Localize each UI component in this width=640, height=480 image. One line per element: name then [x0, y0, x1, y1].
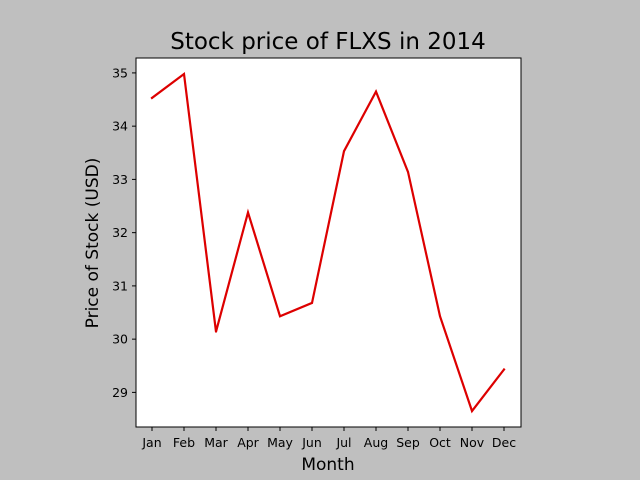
x-tick-label: May [267, 435, 293, 450]
x-tick-label: Jun [301, 435, 322, 450]
x-tick-label: Jan [141, 435, 161, 450]
y-tick-label: 33 [112, 172, 128, 187]
data-point [343, 150, 345, 153]
series-line [150, 71, 506, 414]
series-layer [150, 71, 506, 414]
data-point [311, 301, 313, 304]
x-tick-label: Oct [429, 435, 451, 450]
x-tick-label: Aug [364, 435, 388, 450]
data-point [407, 170, 409, 173]
data-point [215, 330, 217, 333]
y-tick-label: 32 [112, 225, 128, 240]
y-tick-label: 34 [112, 119, 128, 134]
y-tick-label: 30 [112, 332, 128, 347]
data-point [471, 410, 473, 413]
y-axis-ticks: 29 30 31 32 33 34 35 [112, 65, 136, 400]
x-tick-label: Nov [460, 435, 485, 450]
x-axis-ticks: Jan Feb Mar Apr May Jun Jul Aug Sep Oct Nov Dec [141, 427, 516, 450]
data-point [279, 315, 281, 318]
data-point [375, 90, 377, 93]
data-point [183, 72, 185, 75]
data-point [503, 368, 505, 371]
x-tick-label: Dec [492, 435, 516, 450]
x-tick-label: Sep [396, 435, 420, 450]
x-tick-label: Apr [237, 435, 259, 450]
y-tick-label: 35 [112, 65, 128, 80]
data-point [439, 315, 441, 318]
y-axis-label: Price of Stock (USD) [83, 158, 103, 329]
x-tick-label: Feb [173, 435, 195, 450]
y-tick-label: 29 [112, 385, 128, 400]
data-point [247, 211, 249, 214]
x-tick-label: Mar [204, 435, 228, 450]
x-tick-label: Jul [335, 435, 351, 450]
data-point [151, 96, 153, 99]
chart-title: Stock price of FLXS in 2014 [170, 29, 486, 55]
y-tick-label: 31 [112, 278, 128, 293]
plot-area [135, 57, 522, 428]
x-axis-label: Month [301, 455, 354, 475]
